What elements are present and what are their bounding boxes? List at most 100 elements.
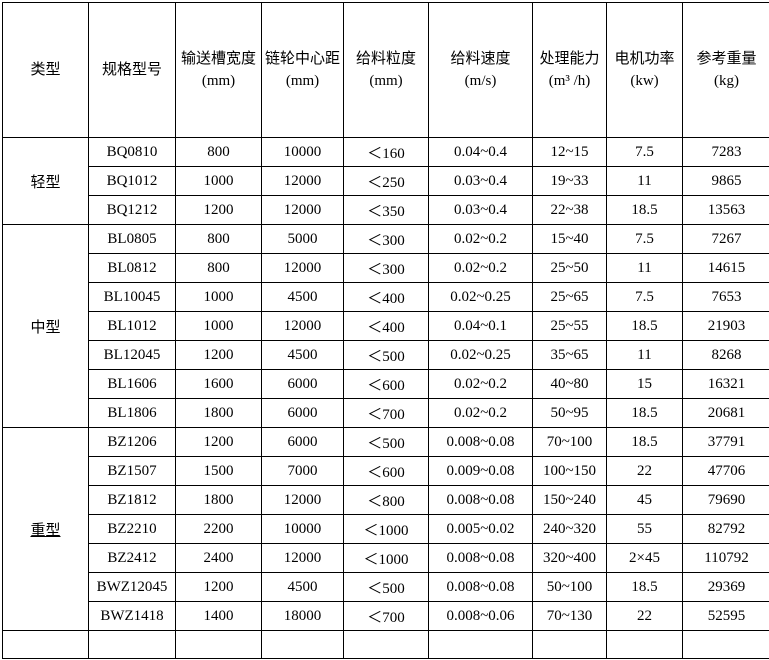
cell-capacity: 240~320 [532, 514, 607, 544]
cell-feed-size: ＜300 [343, 253, 429, 283]
cell-feed-size: ＜400 [343, 311, 429, 341]
cell-model: BL1012 [88, 311, 176, 341]
cell-trough-width: 1000 [175, 311, 262, 341]
cell-sprocket-center-distance: 12000 [261, 485, 344, 515]
column-header-label: 处理能力 [539, 51, 600, 67]
cell-feed-speed: 0.005~0.02 [428, 514, 533, 544]
cell-model: BL0805 [88, 224, 176, 254]
table-row: 重型 BZ1206 1200 6000 ＜500 0.008~0.08 70~100 18.5… [2, 427, 769, 631]
cell-motor-power: 15 [606, 369, 683, 399]
cell-capacity: 150~240 [532, 485, 607, 515]
cell-trough-width: 800 [175, 253, 262, 283]
cell-feed-size: ＜500 [343, 572, 429, 602]
table-row: 轻型 BQ0810 800 10000 ＜160 0.04~0.4 12~15 7.5 7283 [2, 137, 769, 225]
cell-feed-size: ＜160 [343, 137, 429, 167]
column-header-unit: (mm) [201, 73, 236, 89]
cell-feed-size [343, 630, 429, 659]
cell-feed-speed: 0.04~0.4 [428, 137, 533, 167]
column-header-capacity: 处理能力 (m³ /h) [532, 2, 607, 138]
cell-motor-power: 18.5 [606, 427, 683, 457]
cell-sprocket-center-distance: 12000 [261, 311, 344, 341]
cell-sprocket-center-distance: 12000 [261, 253, 344, 283]
cell-model: BQ0810 [88, 137, 176, 167]
column-header-unit: (m/s) [464, 73, 497, 89]
cell-feed-speed: 0.02~0.2 [428, 253, 533, 283]
cell-reference-weight: 37791 [682, 427, 769, 457]
cell-sprocket-center-distance [261, 630, 344, 659]
table-row: BWZ1418 1400 18000 ＜700 0.008~0.06 70~130 22 52… [3, 601, 769, 631]
cell-motor-power: 22 [606, 456, 683, 486]
cell-trough-width: 800 [175, 137, 262, 167]
cell-model: BQ1212 [88, 195, 176, 225]
cell-sprocket-center-distance: 12000 [261, 166, 344, 196]
cell-trough-width: 1000 [175, 282, 262, 312]
type-cell: 中型 [2, 224, 89, 428]
table-row: BL1806 1800 6000 ＜700 0.02~0.2 50~95 18.5 20681 [3, 398, 769, 428]
cell-reference-weight: 20681 [682, 398, 769, 428]
cell-model: BL1606 [88, 369, 176, 399]
table-row: BL10045 1000 4500 ＜400 0.02~0.25 25~65 7.5 7653 [3, 282, 769, 312]
cell-capacity: 19~33 [532, 166, 607, 196]
cell-feed-speed: 0.04~0.1 [428, 311, 533, 341]
cell-reference-weight: 29369 [682, 572, 769, 602]
cell-capacity: 15~40 [532, 224, 607, 254]
cell-feed-speed: 0.008~0.06 [428, 601, 533, 631]
column-header-label: 链轮中心距 [264, 51, 340, 67]
cell-motor-power: 11 [606, 253, 683, 283]
header-row: 类型 规格型号 输送槽宽度 (mm) 链轮中心距 (mm) 给料粒度 (mm) 给料速度 (m/s… [2, 2, 769, 138]
column-header-type: 类型 [2, 2, 89, 138]
cell-trough-width: 1800 [175, 398, 262, 428]
cell-capacity: 35~65 [532, 340, 607, 370]
cell-feed-size: ＜300 [343, 224, 429, 254]
column-header-model: 规格型号 [88, 2, 176, 138]
cell-trough-width: 1200 [175, 427, 262, 457]
cell-feed-speed: 0.03~0.4 [428, 166, 533, 196]
cell-capacity: 25~55 [532, 311, 607, 341]
cell-feed-size: ＜250 [343, 166, 429, 196]
cell-model: BWZ12045 [88, 572, 176, 602]
cell-reference-weight [682, 630, 769, 659]
cell-motor-power: 18.5 [606, 572, 683, 602]
table-row: 中型 BL0805 800 5000 ＜300 0.02~0.2 15~40 7.5 7267 [2, 224, 769, 428]
cell-motor-power [606, 630, 683, 659]
column-header-sprocket-center-distance: 链轮中心距 (mm) [261, 2, 344, 138]
cell-feed-speed: 0.02~0.25 [428, 282, 533, 312]
cell-sprocket-center-distance: 12000 [261, 195, 344, 225]
column-header-feed-size: 给料粒度 (mm) [343, 2, 429, 138]
cell-sprocket-center-distance: 5000 [261, 224, 344, 254]
cell-model: BL10045 [88, 282, 176, 312]
column-header-label: 给料速度 [450, 51, 511, 67]
cell-sprocket-center-distance: 6000 [261, 369, 344, 399]
table-row: BL1012 1000 12000 ＜400 0.04~0.1 25~55 18.5 2190… [3, 311, 769, 341]
cell-model: BQ1012 [88, 166, 176, 196]
cell-motor-power: 11 [606, 340, 683, 370]
cell-sprocket-center-distance: 4500 [261, 572, 344, 602]
cell-trough-width [175, 630, 262, 659]
cell-trough-width: 1200 [175, 195, 262, 225]
cell-trough-width: 2200 [175, 514, 262, 544]
table-row: BZ1507 1500 7000 ＜600 0.009~0.08 100~150 22 477… [3, 456, 769, 486]
cell-motor-power: 11 [606, 166, 683, 196]
cell-sprocket-center-distance: 4500 [261, 340, 344, 370]
column-header-unit: (kg) [714, 73, 739, 89]
cell-capacity: 22~38 [532, 195, 607, 225]
table-row: BZ2210 2200 10000 ＜1000 0.005~0.02 240~320 55 8… [3, 514, 769, 544]
cell-feed-size: ＜350 [343, 195, 429, 225]
cell-capacity: 320~400 [532, 543, 607, 573]
cell-feed-size: ＜500 [343, 427, 429, 457]
cell-trough-width: 1800 [175, 485, 262, 515]
cell-reference-weight: 16321 [682, 369, 769, 399]
cell-capacity: 12~15 [532, 137, 607, 167]
cell-trough-width: 1500 [175, 456, 262, 486]
cell-feed-speed: 0.008~0.08 [428, 572, 533, 602]
cell-feed-speed: 0.02~0.2 [428, 369, 533, 399]
cell-model: BZ1507 [88, 456, 176, 486]
cell-feed-speed: 0.008~0.08 [428, 485, 533, 515]
cell-feed-speed: 0.008~0.08 [428, 427, 533, 457]
type-cell: 重型 [2, 427, 89, 631]
column-header-label: 给料粒度 [355, 51, 416, 67]
cell-feed-speed: 0.009~0.08 [428, 456, 533, 486]
cell-model: BL0812 [88, 253, 176, 283]
cell-feed-size: ＜800 [343, 485, 429, 515]
